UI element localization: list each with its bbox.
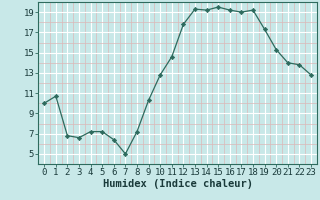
- X-axis label: Humidex (Indice chaleur): Humidex (Indice chaleur): [103, 179, 252, 189]
